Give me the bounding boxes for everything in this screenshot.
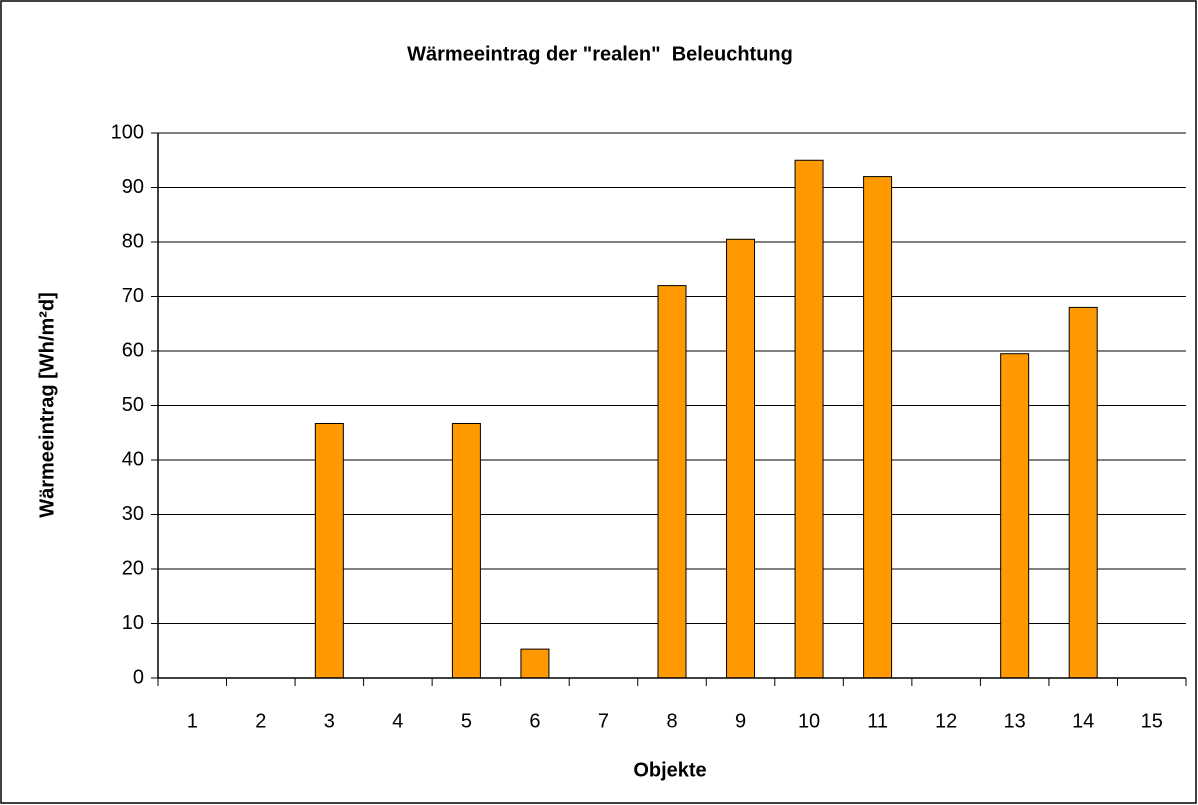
x-tick-label: 10 bbox=[798, 710, 820, 732]
bar bbox=[726, 238, 756, 679]
y-tick-label: 80 bbox=[122, 230, 144, 252]
y-tick-label: 20 bbox=[122, 557, 144, 579]
y-tick-label: 90 bbox=[122, 176, 144, 198]
x-tick-label: 9 bbox=[735, 710, 746, 732]
x-tick-label: 2 bbox=[255, 710, 266, 732]
y-tick-label: 0 bbox=[133, 666, 144, 688]
bar bbox=[863, 176, 893, 679]
bar bbox=[314, 422, 344, 679]
x-tick-label: 13 bbox=[1004, 710, 1026, 732]
bar bbox=[1068, 306, 1098, 679]
y-tick-label: 10 bbox=[122, 612, 144, 634]
y-tick-label: 50 bbox=[122, 394, 144, 416]
x-tick-label: 5 bbox=[461, 710, 472, 732]
x-tick-label: 7 bbox=[598, 710, 609, 732]
x-tick-label: 6 bbox=[529, 710, 540, 732]
x-tick-label: 12 bbox=[935, 710, 957, 732]
y-tick-label: 100 bbox=[111, 121, 144, 143]
x-axis-label: Objekte bbox=[633, 759, 706, 781]
chart-title: Wärmeeintrag der "realen" Beleuchtung bbox=[407, 43, 793, 65]
y-axis-label: Wärmeeintrag [Wh/m²d] bbox=[36, 292, 58, 518]
x-tick-label: 14 bbox=[1072, 710, 1094, 732]
y-tick-label: 70 bbox=[122, 285, 144, 307]
bar bbox=[520, 648, 550, 679]
x-tick-label: 11 bbox=[867, 710, 888, 732]
x-tick-label: 4 bbox=[392, 710, 403, 732]
bar bbox=[451, 422, 481, 679]
x-tick-label: 8 bbox=[666, 710, 677, 732]
bar bbox=[657, 285, 687, 679]
y-tick-label: 40 bbox=[122, 448, 144, 470]
y-tick-label: 60 bbox=[122, 339, 144, 361]
bar bbox=[1000, 353, 1030, 679]
bar bbox=[794, 159, 824, 679]
x-tick-label: 1 bbox=[187, 710, 198, 732]
x-tick-label: 15 bbox=[1141, 710, 1163, 732]
x-tick-label: 3 bbox=[324, 710, 335, 732]
y-tick-label: 30 bbox=[122, 503, 144, 525]
